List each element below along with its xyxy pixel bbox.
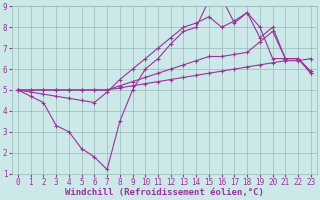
- X-axis label: Windchill (Refroidissement éolien,°C): Windchill (Refroidissement éolien,°C): [65, 188, 264, 197]
